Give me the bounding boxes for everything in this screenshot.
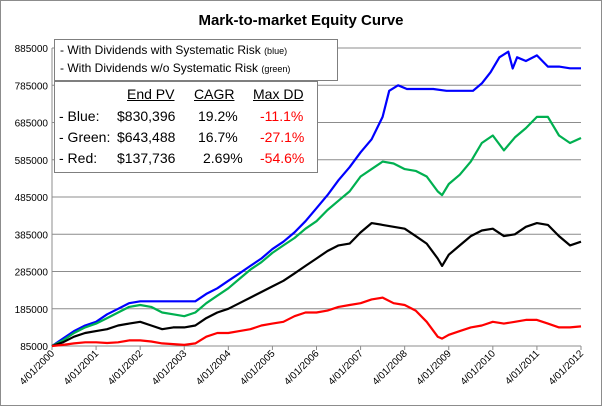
y-tick-label: 585000 bbox=[15, 156, 49, 167]
series-line bbox=[51, 115, 582, 347]
stats-row-label: - Blue: bbox=[59, 108, 100, 124]
stats-cagr: 2.69% bbox=[203, 150, 243, 166]
y-tick-label: 385000 bbox=[15, 230, 49, 241]
series-line bbox=[51, 296, 582, 348]
y-tick-label: 485000 bbox=[15, 193, 49, 204]
legend-note-blue: (blue) bbox=[264, 46, 288, 56]
stats-cagr: 19.2% bbox=[198, 108, 238, 124]
x-tick-labels: 4/01/2000 4/01/2001 4/01/2002 4/01/2003 4/01… bbox=[18, 348, 587, 388]
x-tick-label: 4/01/2011 bbox=[503, 348, 542, 387]
stats-max-dd: -11.1% bbox=[260, 108, 304, 124]
legend-note-green: (green) bbox=[261, 64, 291, 74]
series-line bbox=[51, 50, 581, 347]
stats-max-dd: -27.1% bbox=[260, 129, 305, 145]
stats-row-label: - Red: bbox=[59, 150, 98, 166]
x-tick-label: 4/01/2004 bbox=[194, 348, 234, 388]
y-tick-label: 685000 bbox=[15, 119, 49, 130]
stats-header-max-dd: Max DD bbox=[253, 86, 304, 102]
x-tick-label: 4/01/2000 bbox=[18, 348, 58, 388]
stats-header-cagr: CAGR bbox=[194, 86, 235, 102]
y-tick-label: 785000 bbox=[15, 81, 49, 92]
legend-entry-blue: - With Dividends with Systematic Risk (b… bbox=[60, 43, 287, 57]
series-line bbox=[51, 222, 582, 348]
chart-title: Mark-to-market Equity Curve bbox=[198, 12, 403, 29]
x-tick-label: 4/01/2007 bbox=[326, 348, 366, 388]
stats-end-pv: $137,736 bbox=[117, 150, 176, 166]
legend: - With Dividends with Systematic Risk (b… bbox=[54, 39, 338, 81]
x-tick-label: 4/01/2009 bbox=[415, 348, 455, 388]
stats-max-dd: -54.6% bbox=[260, 150, 305, 166]
stats-end-pv: $830,396 bbox=[117, 108, 176, 124]
stats-table: End PV CAGR Max DD - Blue: $830,396 19.2… bbox=[54, 81, 318, 173]
legend-label-blue: - With Dividends with Systematic Risk bbox=[60, 43, 261, 57]
x-tick-label: 4/01/2010 bbox=[459, 348, 499, 388]
y-tick-labels: 85000 185000 285000 385000 485000 585000 68500… bbox=[15, 44, 49, 353]
x-tick-label: 4/01/2012 bbox=[547, 348, 587, 388]
y-tick-label: 885000 bbox=[15, 44, 49, 55]
x-tick-label: 4/01/2008 bbox=[371, 348, 411, 388]
stats-cagr: 16.7% bbox=[198, 129, 238, 145]
axes bbox=[51, 48, 582, 350]
x-tick-label: 4/01/2002 bbox=[106, 348, 146, 388]
legend-label-green: - With Dividends w/o Systematic Risk bbox=[60, 61, 259, 75]
stats-end-pv: $643,488 bbox=[117, 129, 176, 145]
x-tick-label: 4/01/2001 bbox=[62, 348, 102, 388]
series-lines bbox=[51, 50, 582, 348]
y-tick-label: 85000 bbox=[20, 342, 48, 353]
legend-entry-green: - With Dividends w/o Systematic Risk (gr… bbox=[60, 61, 290, 75]
x-tick-label: 4/01/2005 bbox=[238, 348, 278, 388]
y-tick-label: 185000 bbox=[15, 305, 49, 316]
y-tick-label: 285000 bbox=[15, 268, 49, 279]
stats-header-end-pv: End PV bbox=[127, 86, 175, 102]
stats-row-label: - Green: bbox=[59, 129, 111, 145]
x-tick-label: 4/01/2006 bbox=[282, 348, 322, 388]
x-tick-label: 4/01/2003 bbox=[150, 348, 190, 388]
